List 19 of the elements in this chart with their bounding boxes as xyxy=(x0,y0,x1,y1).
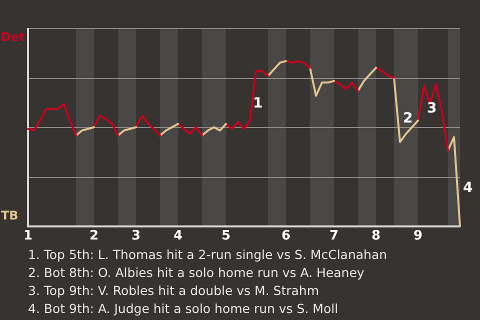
text: TB xyxy=(1,208,18,223)
x-tick-label: 5 xyxy=(221,228,231,244)
text: Det xyxy=(1,30,26,44)
x-tick-label: 1 xyxy=(23,228,33,244)
text: 2. Bot 8th: O. Albies hit a solo home run vs A. Heaney xyxy=(28,264,366,282)
x-tick-label: 2 xyxy=(89,228,99,244)
text: 4 xyxy=(463,180,473,196)
text: 1. Top 5th: L. Thomas hit a 2-run single vs S. McClanahan xyxy=(28,246,388,264)
annotation: 1 xyxy=(253,96,263,112)
x-tick-label: 4 xyxy=(173,228,183,244)
text: 4. Bot 9th: A. Judge hit a solo home run vs S. Moll xyxy=(28,300,340,318)
x-tick-label: 9 xyxy=(413,228,423,244)
x-tick-label: 7 xyxy=(329,228,339,244)
x-tick-label: 6 xyxy=(281,228,291,244)
text: 3. Top 9th: V. Robles hit a double vs M. Strahm xyxy=(28,282,320,300)
x-tick-label: 8 xyxy=(371,228,381,244)
annotation: 2 xyxy=(403,110,413,127)
x-tick-label: 3 xyxy=(131,228,141,244)
annotation: 3 xyxy=(427,100,437,117)
